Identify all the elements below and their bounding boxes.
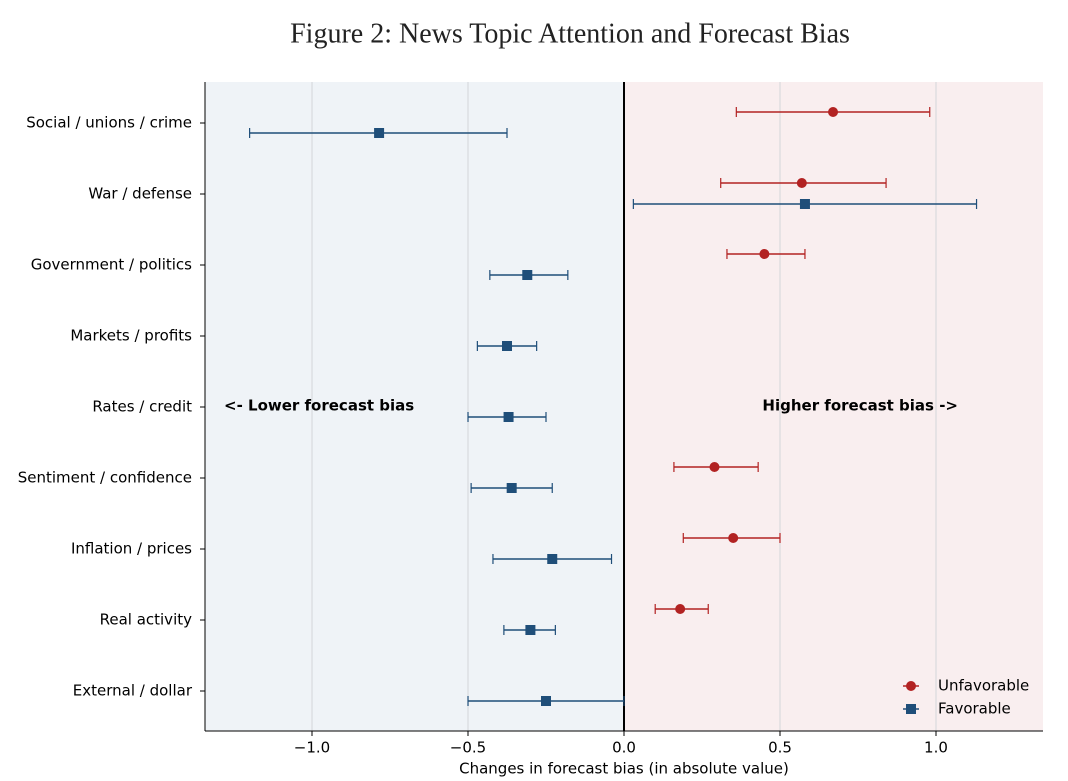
point (503, 412, 514, 422)
annotation: Higher forecast bias -> (762, 397, 958, 415)
legend-marker (906, 704, 916, 714)
y-tick-label: Social / unions / crime (26, 114, 192, 132)
y-tick-label: External / dollar (73, 682, 193, 700)
point (828, 107, 839, 117)
point (799, 199, 810, 209)
legend-label: Favorable (938, 700, 1011, 718)
y-tick-label: Real activity (100, 611, 193, 629)
x-tick-label: 0.5 (768, 739, 792, 757)
point (541, 696, 552, 706)
y-tick-label: War / defense (88, 185, 192, 203)
shade-right (624, 82, 1043, 731)
point (374, 128, 385, 138)
point (547, 554, 558, 564)
point (796, 178, 807, 188)
point (709, 462, 720, 472)
x-axis-label: Changes in forecast bias (in absolute va… (459, 760, 789, 778)
legend-label: Unfavorable (938, 677, 1029, 695)
point (675, 604, 686, 614)
x-tick-label: −1.0 (294, 739, 330, 757)
y-tick-label: Inflation / prices (71, 540, 192, 558)
shade-left (205, 82, 624, 731)
point (759, 249, 770, 259)
point (728, 533, 739, 543)
chart-title: Figure 2: News Topic Attention and Forec… (290, 18, 850, 49)
x-tick-label: 0.0 (612, 739, 636, 757)
y-tick-label: Government / politics (31, 256, 192, 274)
y-tick-label: Markets / profits (70, 327, 192, 345)
point (502, 341, 513, 351)
x-tick-label: −0.5 (450, 739, 486, 757)
annotation: <- Lower forecast bias (224, 397, 414, 415)
legend-marker (906, 681, 916, 691)
y-tick-label: Sentiment / confidence (18, 469, 192, 487)
point (525, 625, 536, 635)
point (506, 483, 517, 493)
point (522, 270, 533, 280)
x-tick-label: 1.0 (924, 739, 948, 757)
y-tick-label: Rates / credit (92, 398, 192, 416)
